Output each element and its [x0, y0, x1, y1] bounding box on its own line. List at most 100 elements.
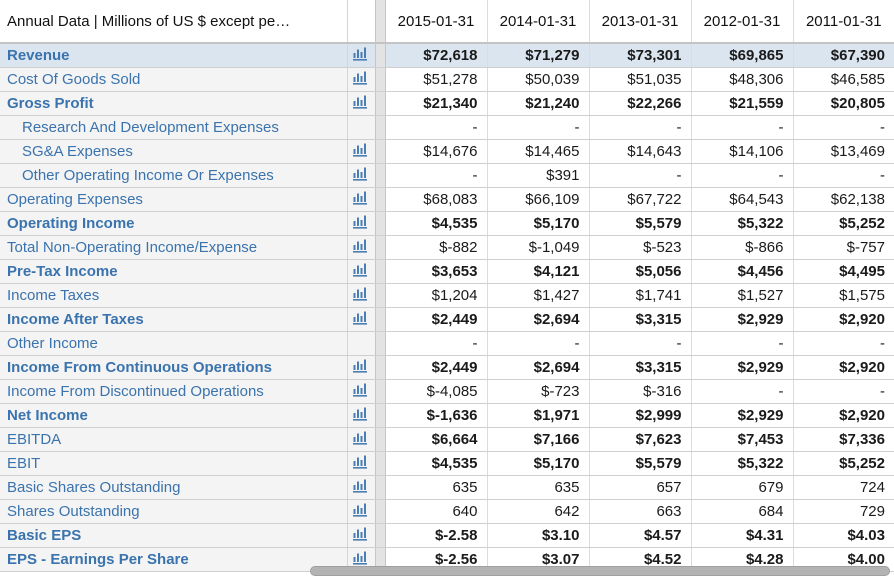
value-cell: $3,315 [589, 307, 692, 332]
table-row: Total Non-Operating Income/Expense $-882 $… [0, 235, 894, 260]
table-row: Gross Profit $21,340 $21,240 $22,266 $21,559… [0, 91, 894, 116]
bar-chart-icon[interactable] [352, 503, 370, 517]
value-cell: $-882 [385, 235, 488, 260]
bar-chart-icon[interactable] [352, 71, 370, 85]
metric-link[interactable]: Other Income [7, 335, 98, 352]
table-row: Revenue $72,618 $71,279 $73,301 $69,865 $67,3… [0, 43, 894, 68]
metric-link[interactable]: Net Income [7, 407, 88, 424]
value-cell: $5,252 [793, 451, 894, 476]
row-label-cell: Net Income [0, 403, 348, 428]
value-cell: $1,971 [487, 403, 590, 428]
metric-link[interactable]: Basic Shares Outstanding [7, 479, 181, 496]
value-cell: $4,495 [793, 259, 894, 284]
bar-chart-icon[interactable] [352, 431, 370, 445]
metric-link[interactable]: EBIT [7, 455, 41, 472]
value-cell: - [589, 163, 692, 188]
chart-icon-cell [347, 235, 375, 260]
bar-chart-icon[interactable] [352, 359, 370, 373]
bar-chart-icon[interactable] [352, 167, 370, 181]
table-row: Income Taxes $1,204 $1,427 $1,741 $1,527 $1,5… [0, 283, 894, 308]
frozen-pane-divider [374, 91, 386, 116]
value-cell: - [589, 115, 692, 140]
value-cell: $5,252 [793, 211, 894, 236]
value-cell: - [793, 163, 894, 188]
value-cell: $66,109 [487, 187, 590, 212]
metric-link[interactable]: Revenue [7, 47, 70, 64]
row-label-cell: Income Taxes [0, 283, 348, 308]
row-label-cell: EPS - Earnings Per Share [0, 547, 348, 572]
metric-link[interactable]: EBITDA [7, 431, 62, 448]
chart-icon-cell [347, 499, 375, 524]
metric-link[interactable]: Income Taxes [7, 287, 100, 304]
metric-link[interactable]: Operating Income [7, 215, 135, 232]
metric-link[interactable]: Operating Expenses [7, 191, 143, 208]
chart-icon-cell [347, 163, 375, 188]
value-cell: $7,453 [691, 427, 794, 452]
frozen-pane-divider [374, 451, 386, 476]
value-cell: $48,306 [691, 67, 794, 92]
metric-link[interactable]: Basic EPS [7, 527, 82, 544]
value-cell: $69,865 [691, 43, 794, 68]
value-cell: $73,301 [589, 43, 692, 68]
value-cell: $46,585 [793, 67, 894, 92]
chart-icon-cell [347, 307, 375, 332]
bar-chart-icon[interactable] [352, 287, 370, 301]
value-cell: - [793, 379, 894, 404]
metric-link[interactable]: Research And Development Expenses [22, 119, 279, 136]
value-cell: $-1,049 [487, 235, 590, 260]
value-cell: $4,535 [385, 451, 488, 476]
metric-link[interactable]: Total Non-Operating Income/Expense [7, 239, 258, 256]
bar-chart-icon[interactable] [352, 527, 370, 541]
metric-link[interactable]: Cost Of Goods Sold [7, 71, 141, 88]
value-cell: $1,427 [487, 283, 590, 308]
row-label-cell: Shares Outstanding [0, 499, 348, 524]
horizontal-scrollbar-thumb[interactable] [310, 566, 890, 576]
column-header-date: 2014-01-31 [487, 0, 590, 44]
value-cell: - [487, 115, 590, 140]
metric-link[interactable]: Pre-Tax Income [7, 263, 118, 280]
metric-link[interactable]: Gross Profit [7, 95, 94, 112]
chart-icon-cell [347, 67, 375, 92]
metric-link[interactable]: Other Operating Income Or Expenses [22, 167, 274, 184]
value-cell: $2,449 [385, 307, 488, 332]
bar-chart-icon[interactable] [352, 263, 370, 277]
bar-chart-icon[interactable] [352, 143, 370, 157]
value-cell: $14,643 [589, 139, 692, 164]
value-cell: $4.31 [691, 523, 794, 548]
value-cell: $68,083 [385, 187, 488, 212]
metric-link[interactable]: Shares Outstanding [7, 503, 140, 520]
value-cell: $3,315 [589, 355, 692, 380]
value-cell: - [385, 163, 488, 188]
bar-chart-icon[interactable] [352, 455, 370, 469]
value-cell: $-4,085 [385, 379, 488, 404]
bar-chart-icon[interactable] [352, 215, 370, 229]
bar-chart-icon[interactable] [352, 551, 370, 565]
value-cell: $3.10 [487, 523, 590, 548]
bar-chart-icon[interactable] [352, 47, 370, 61]
table-row: Income After Taxes $2,449 $2,694 $3,315 $2,9… [0, 307, 894, 332]
bar-chart-icon[interactable] [352, 239, 370, 253]
bar-chart-icon[interactable] [352, 479, 370, 493]
bar-chart-icon[interactable] [352, 407, 370, 421]
metric-link[interactable]: Income After Taxes [7, 311, 144, 328]
bar-chart-icon[interactable] [352, 311, 370, 325]
value-cell: $21,559 [691, 91, 794, 116]
value-cell: $2,449 [385, 355, 488, 380]
metric-link[interactable]: EPS - Earnings Per Share [7, 551, 189, 568]
value-cell: $51,278 [385, 67, 488, 92]
value-cell: $67,722 [589, 187, 692, 212]
bar-chart-icon[interactable] [352, 383, 370, 397]
table-row: Income From Discontinued Operations $-4,0… [0, 379, 894, 404]
bar-chart-icon[interactable] [352, 191, 370, 205]
table-row: SG&A Expenses $14,676 $14,465 $14,643 $14,10… [0, 139, 894, 164]
metric-link[interactable]: Income From Continuous Operations [7, 359, 273, 376]
value-cell: $5,322 [691, 451, 794, 476]
value-cell: 729 [793, 499, 894, 524]
value-cell: $-866 [691, 235, 794, 260]
value-cell: $-1,636 [385, 403, 488, 428]
metric-link[interactable]: Income From Discontinued Operations [7, 383, 264, 400]
value-cell: $5,170 [487, 451, 590, 476]
bar-chart-icon[interactable] [352, 95, 370, 109]
value-cell: $7,166 [487, 427, 590, 452]
metric-link[interactable]: SG&A Expenses [22, 143, 133, 160]
